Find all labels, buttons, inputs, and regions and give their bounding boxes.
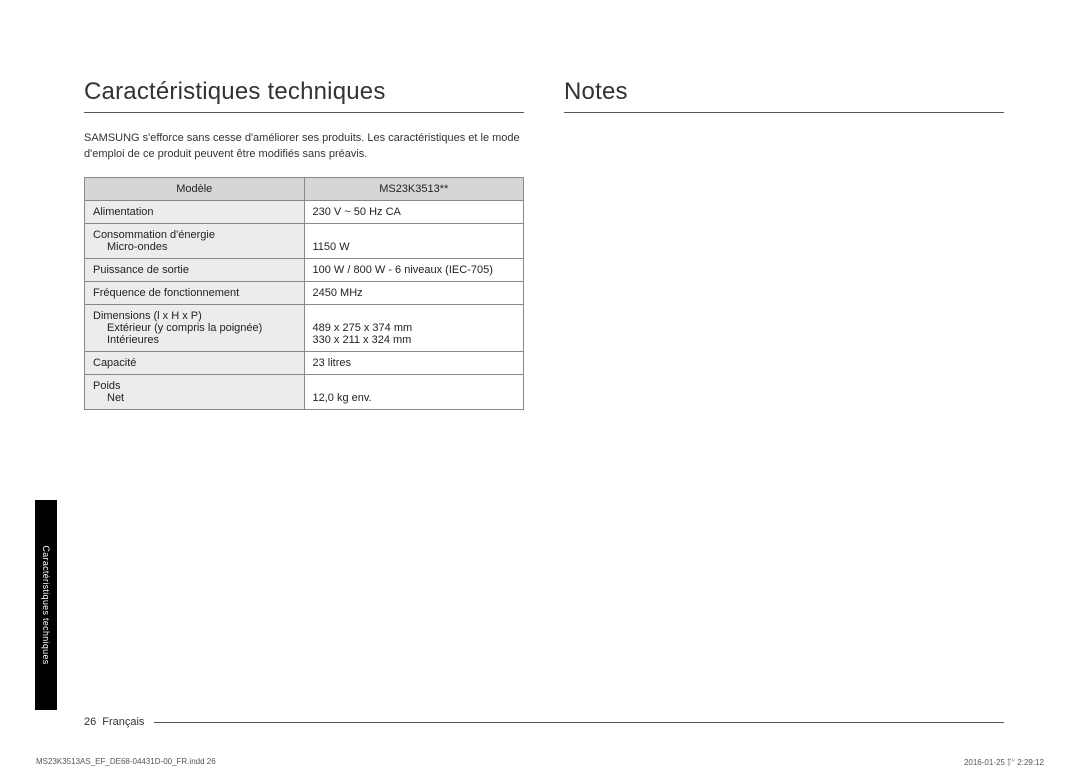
spec-table: Modèle MS23K3513** Alimentation 230 V ~ … <box>84 177 524 410</box>
footer-language: Français <box>102 716 144 728</box>
footer-rule <box>154 722 1004 723</box>
row-value: 230 V ~ 50 Hz CA <box>304 200 524 223</box>
row-label: Alimentation <box>85 200 305 223</box>
row-label: Capacité <box>85 351 305 374</box>
meta-filename: MS23K3513AS_EF_DE68-04431D-00_FR.indd 26 <box>36 757 216 768</box>
table-row: Capacité 23 litres <box>85 351 524 374</box>
row-value: 2450 MHz <box>304 281 524 304</box>
row-value: 100 W / 800 W - 6 niveaux (IEC-705) <box>304 258 524 281</box>
table-row: Poids Net 12,0 kg env. <box>85 374 524 409</box>
content-area: Caractéristiques techniques SAMSUNG s'ef… <box>84 78 1004 410</box>
row-label: Dimensions (l x H x P) Extérieur (y comp… <box>85 304 305 351</box>
row-value: 23 litres <box>304 351 524 374</box>
row-label: Poids Net <box>85 374 305 409</box>
row-value: 12,0 kg env. <box>304 374 524 409</box>
side-tab: Caractéristiques techniques <box>35 500 57 710</box>
header-model-value: MS23K3513** <box>304 177 524 200</box>
row-sublabel: Micro-ondes <box>93 241 296 253</box>
intro-paragraph: SAMSUNG s'efforce sans cesse d'améliorer… <box>84 131 524 163</box>
row-value: 489 x 275 x 374 mm 330 x 211 x 324 mm <box>304 304 524 351</box>
left-heading: Caractéristiques techniques <box>84 78 524 113</box>
row-label-text: Dimensions (l x H x P) <box>93 310 202 322</box>
row-label: Puissance de sortie <box>85 258 305 281</box>
table-row: Puissance de sortie 100 W / 800 W - 6 ni… <box>85 258 524 281</box>
side-tab-label: Caractéristiques techniques <box>41 545 51 664</box>
row-value: 1150 W <box>304 223 524 258</box>
row-subvalue: 330 x 211 x 324 mm <box>313 334 412 346</box>
print-meta: MS23K3513AS_EF_DE68-04431D-00_FR.indd 26… <box>36 757 1044 768</box>
row-label: Fréquence de fonctionnement <box>85 281 305 304</box>
right-column: Notes <box>564 78 1004 410</box>
table-row: Alimentation 230 V ~ 50 Hz CA <box>85 200 524 223</box>
page: Caractéristiques techniques SAMSUNG s'ef… <box>0 0 1080 782</box>
row-label-text: Poids <box>93 380 121 392</box>
row-sublabel: Net <box>93 392 296 404</box>
row-label: Consommation d'énergie Micro-ondes <box>85 223 305 258</box>
table-row: Fréquence de fonctionnement 2450 MHz <box>85 281 524 304</box>
row-sublabel: Extérieur (y compris la poignée) <box>93 322 296 334</box>
table-row: Consommation d'énergie Micro-ondes 1150 … <box>85 223 524 258</box>
right-heading: Notes <box>564 78 1004 113</box>
row-subvalue: 1150 W <box>313 241 350 253</box>
table-row: Dimensions (l x H x P) Extérieur (y comp… <box>85 304 524 351</box>
row-label-text: Consommation d'énergie <box>93 229 215 241</box>
footer: 26 Français <box>84 716 1004 728</box>
page-number: 26 <box>84 716 96 728</box>
meta-timestamp: 2016-01-25 ㌣ 2:29:12 <box>964 757 1044 768</box>
row-sublabel: Intérieures <box>93 334 296 346</box>
table-header-row: Modèle MS23K3513** <box>85 177 524 200</box>
left-column: Caractéristiques techniques SAMSUNG s'ef… <box>84 78 524 410</box>
row-subvalue: 12,0 kg env. <box>313 392 372 404</box>
header-model: Modèle <box>85 177 305 200</box>
row-subvalue: 489 x 275 x 374 mm <box>313 322 413 334</box>
